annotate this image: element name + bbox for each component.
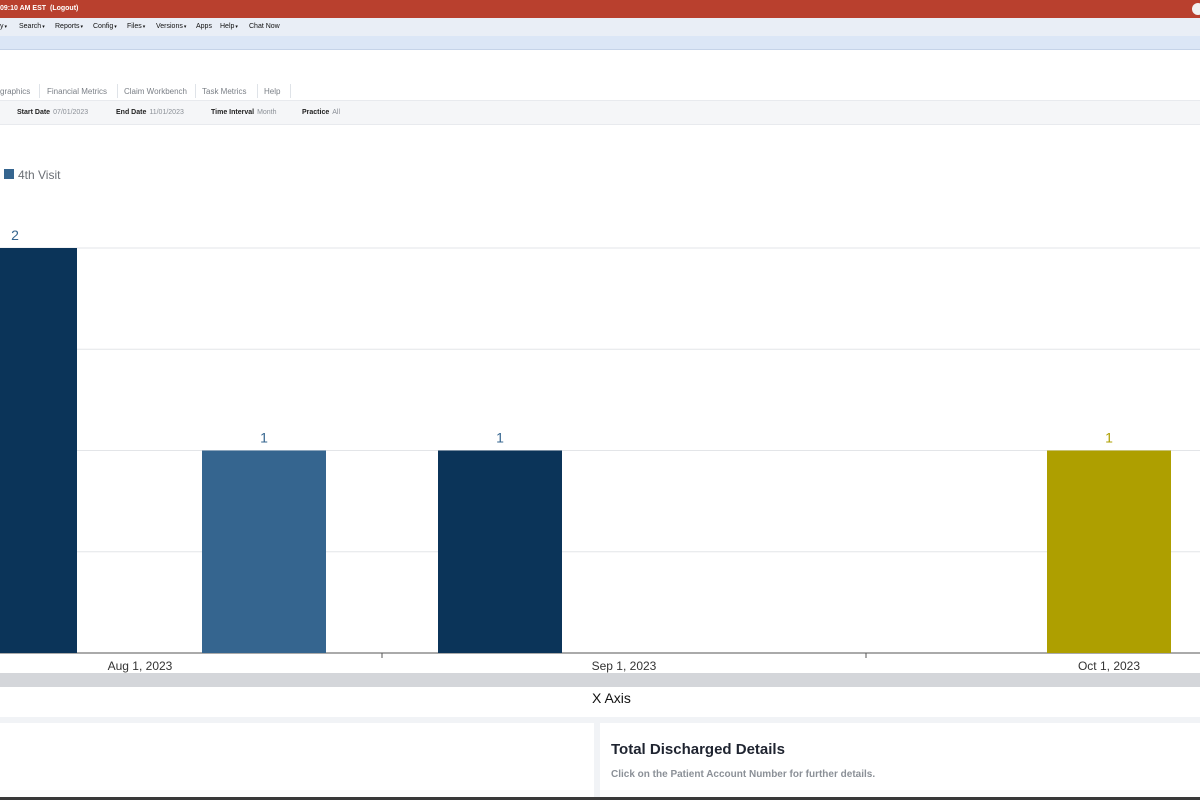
details-title: Total Discharged Details (611, 741, 785, 758)
logout-link[interactable]: (Logout) (50, 5, 79, 12)
menu-item-help[interactable]: Help▾ (220, 23, 238, 30)
tab-task-metrics[interactable]: Task Metrics (202, 87, 247, 96)
tab-divider (39, 84, 40, 98)
bar-value-label: 1 (1105, 430, 1113, 446)
bar-value-label: 1 (496, 430, 504, 446)
caret-down-icon: ▾ (4, 24, 8, 30)
tab-divider (195, 84, 196, 98)
tab-divider (117, 84, 118, 98)
discharged-details-panel: Total Discharged Details Click on the Pa… (600, 723, 1200, 800)
caret-down-icon: ▾ (114, 24, 117, 30)
chart-bar[interactable] (438, 450, 562, 654)
user-avatar-icon[interactable] (1192, 3, 1200, 15)
session-time: 09:10 AM EST (0, 5, 47, 12)
legend-label: 4th Visit (18, 168, 61, 182)
menu-item-reports[interactable]: Reports▾ (55, 23, 84, 30)
bar-value-label: 1 (260, 430, 268, 446)
x-axis-tick-label: Sep 1, 2023 (592, 659, 657, 673)
chart-bar[interactable] (202, 450, 326, 654)
menu-item-files[interactable]: Files▾ (127, 23, 146, 30)
x-axis-tick-label: Aug 1, 2023 (108, 659, 173, 673)
tab-divider (257, 84, 258, 98)
tab-demographics[interactable]: graphics (0, 87, 31, 96)
x-axis-tick-label: Oct 1, 2023 (1078, 659, 1140, 673)
caret-down-icon: ▾ (42, 24, 45, 30)
caret-down-icon: ▾ (183, 24, 187, 30)
end-date-filter[interactable]: End Date 11/01/2023 (116, 109, 184, 116)
menu-bar: y▾ Search▾ Reports▾ Config▾ Files▾ Versi… (0, 18, 1200, 37)
tab-help[interactable]: Help (264, 87, 281, 96)
top-bar: 09:10 AM EST (Logout) (0, 0, 1200, 18)
menu-item-versions[interactable]: Versions▾ (156, 23, 187, 30)
x-axis-title: X Axis (592, 690, 631, 706)
practice-filter[interactable]: Practice All (302, 109, 341, 116)
window-bottom-border (0, 797, 1200, 800)
bar-value-label: 2 (11, 227, 19, 243)
sub-toolbar (0, 36, 1200, 50)
tab-financial-metrics[interactable]: Financial Metrics (47, 87, 108, 96)
left-details-panel (0, 723, 594, 800)
chart-bar[interactable] (0, 248, 77, 653)
menu-item-config[interactable]: Config▾ (93, 23, 117, 30)
caret-down-icon: ▾ (235, 24, 238, 30)
time-interval-filter[interactable]: Time Interval Month (211, 109, 277, 116)
details-instruction: Click on the Patient Account Number for … (611, 769, 876, 780)
chart-bar[interactable] (1047, 450, 1171, 654)
caret-down-icon: ▾ (142, 24, 146, 30)
legend-swatch (4, 169, 14, 179)
tab-claim-workbench[interactable]: Claim Workbench (124, 87, 187, 96)
bar-chart: 2 1 1 1 Aug 1, 2023 Sep 1, 2023 Oct 1, 2023 (0, 227, 1200, 673)
filter-bar: Start Date 07/01/2023 End Date 11/01/2023 … (0, 100, 1200, 125)
menu-item-history[interactable]: y▾ (0, 23, 8, 30)
menu-item-chat-now[interactable]: Chat Now (249, 23, 280, 30)
menu-item-search[interactable]: Search▾ (19, 23, 45, 30)
menu-item-apps[interactable]: Apps (196, 23, 212, 30)
tab-divider (290, 84, 291, 98)
chart-horizontal-scrollbar[interactable] (0, 673, 1200, 687)
caret-down-icon: ▾ (80, 24, 84, 30)
start-date-filter[interactable]: Start Date 07/01/2023 (17, 109, 89, 116)
